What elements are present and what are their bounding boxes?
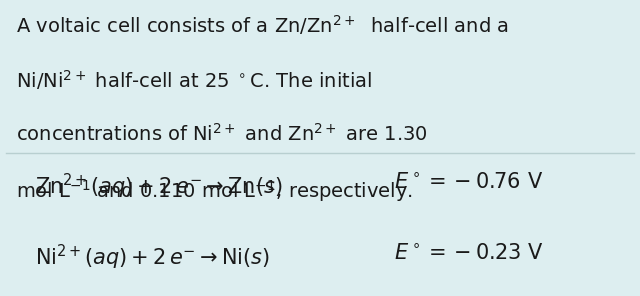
Text: $E^\circ = -0.76\ \mathrm{V}$: $E^\circ = -0.76\ \mathrm{V}$: [394, 172, 543, 192]
Text: $\mathrm{Ni^{2+}}(\mathit{aq}) + 2\,e^{-} \rightarrow \mathrm{Ni}(\mathit{s})$: $\mathrm{Ni^{2+}}(\mathit{aq}) + 2\,e^{-…: [35, 243, 270, 272]
Text: $\mathregular{Ni/Ni^{2+}}$ half-cell at 25 $^\circ$C. The initial: $\mathregular{Ni/Ni^{2+}}$ half-cell at …: [16, 68, 372, 92]
Text: $\mathrm{Zn^{2+}}(\mathit{aq}) + 2\,e^{-} \rightarrow \mathrm{Zn}(\mathit{s})$: $\mathrm{Zn^{2+}}(\mathit{aq}) + 2\,e^{-…: [35, 172, 283, 201]
Text: $E^\circ = -0.23\ \mathrm{V}$: $E^\circ = -0.23\ \mathrm{V}$: [394, 243, 543, 263]
Text: concentrations of $\mathregular{Ni^{2+}}$ and $\mathregular{Zn^{2+}}$ are 1.30: concentrations of $\mathregular{Ni^{2+}}…: [16, 123, 428, 145]
Text: A voltaic cell consists of a $\mathregular{Zn/Zn^{2+}}$  half-cell and a: A voltaic cell consists of a $\mathregul…: [16, 13, 509, 37]
Text: mol L$^{-1}$ and 0.110 mol L$^{-1}$, respectively.: mol L$^{-1}$ and 0.110 mol L$^{-1}$, res…: [16, 178, 413, 204]
